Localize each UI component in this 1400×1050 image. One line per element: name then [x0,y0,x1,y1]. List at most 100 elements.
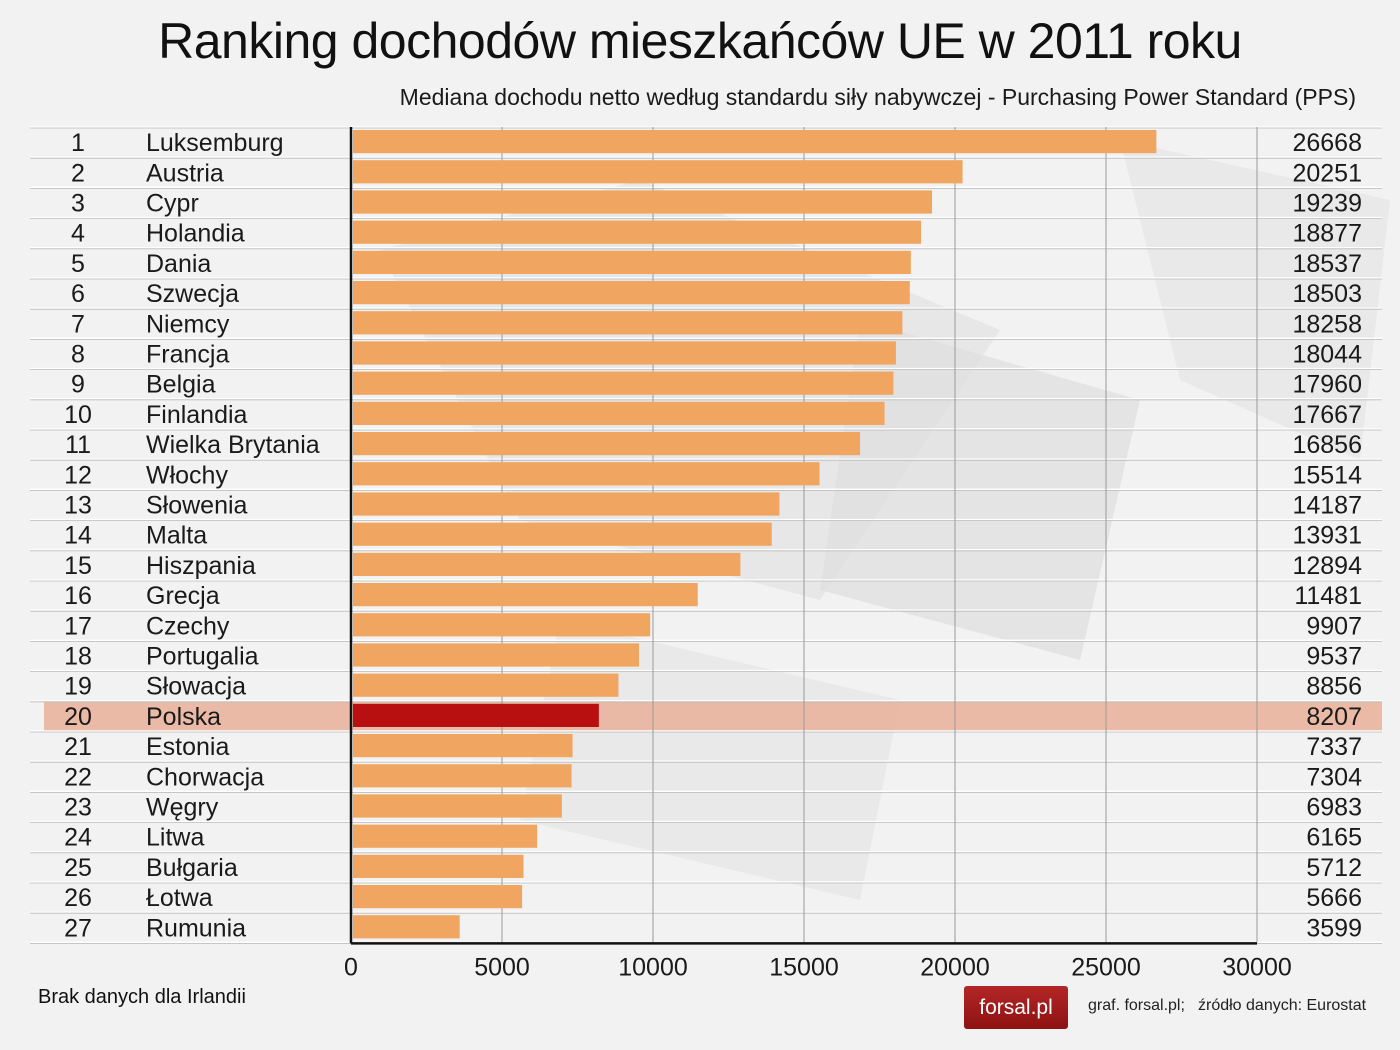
bar-austria [353,160,963,184]
rank-label: 21 [64,733,92,761]
bar-czechy [353,613,651,637]
rank-label: 24 [64,824,92,852]
rank-label: 15 [64,552,92,580]
rank-label: 14 [64,522,92,550]
value-label: 3599 [1306,914,1362,942]
x-tick-label: 20000 [920,953,990,981]
bar-luksemburg [353,130,1157,154]
rank-label: 22 [64,763,92,791]
value-label: 9907 [1306,612,1362,640]
value-label: 16856 [1292,431,1362,459]
country-label: Francja [146,341,229,369]
country-label: Bułgaria [146,854,238,882]
bar-włochy [353,462,820,486]
country-label: Szwecja [146,280,239,308]
bar-francja [353,341,896,365]
rank-label: 7 [71,310,85,338]
rank-label: 27 [64,914,92,942]
rank-label: 8 [71,341,85,369]
value-label: 18503 [1292,280,1362,308]
rank-label: 10 [64,401,92,429]
value-label: 8856 [1306,673,1362,701]
rank-label: 5 [71,250,85,278]
value-label: 18537 [1292,250,1362,278]
graphic-credit: graf. forsal.pl; [1088,997,1185,1014]
country-label: Belgia [146,371,216,399]
country-label: Luksemburg [146,129,284,157]
x-tick-label: 25000 [1071,953,1141,981]
country-label: Litwa [146,824,204,852]
bar-słowacja [353,673,619,697]
x-tick-label: 5000 [474,953,530,981]
value-label: 11481 [1294,582,1362,610]
page-subtitle: Mediana dochodu netto według standardu s… [399,84,1356,110]
country-label: Holandia [146,220,245,248]
country-label: Węgry [146,794,219,822]
bar-rumunia [353,915,460,939]
bar-malta [353,522,772,546]
bar-łotwa [353,885,523,909]
rank-label: 13 [64,492,92,520]
bar-polska [353,703,599,727]
value-label: 14187 [1292,492,1362,520]
country-label: Rumunia [146,914,246,942]
rank-label: 3 [71,190,85,218]
country-label: Włochy [146,461,228,489]
bar-węgry [353,794,562,818]
rank-label: 23 [64,794,92,822]
country-label: Estonia [146,733,229,761]
bar-słowenia [353,492,780,516]
country-label: Dania [146,250,211,278]
country-label: Chorwacja [146,763,264,791]
bar-chorwacja [353,764,572,788]
missing-data-note: Brak danych dla Irlandii [38,986,246,1008]
value-label: 18258 [1292,310,1362,338]
country-label: Niemcy [146,310,230,338]
rank-label: 18 [64,643,92,671]
rank-label: 9 [71,371,85,399]
value-label: 6983 [1306,794,1362,822]
value-label: 17667 [1292,401,1362,429]
country-label: Słowacja [146,673,246,701]
x-tick-label: 30000 [1222,953,1292,981]
value-label: 8207 [1306,703,1362,731]
country-label: Finlandia [146,401,248,429]
value-label: 20251 [1292,159,1362,187]
rank-label: 17 [64,612,92,640]
rank-label: 4 [71,220,85,248]
country-label: Malta [146,522,207,550]
country-label: Czechy [146,612,230,640]
bar-belgia [353,371,894,395]
highlight-row-band [44,701,1382,731]
value-label: 17960 [1292,371,1362,399]
rank-label: 16 [64,582,92,610]
country-label: Polska [146,703,221,731]
x-tick-label: 10000 [618,953,688,981]
bar-estonia [353,734,573,758]
country-label: Łotwa [146,884,213,912]
value-label: 5666 [1306,884,1362,912]
bar-cypr [353,190,933,214]
country-label: Portugalia [146,643,259,671]
country-label: Słowenia [146,492,248,520]
x-tick-label: 0 [344,953,358,981]
bar-grecja [353,583,698,607]
forsal-logo: forsal.pl [964,986,1068,1029]
bar-wielka-brytania [353,432,861,456]
rank-label: 12 [64,461,92,489]
bar-hiszpania [353,552,741,576]
rank-label: 6 [71,280,85,308]
value-label: 7337 [1306,733,1362,761]
page-title: Ranking dochodów mieszkańców UE w 2011 r… [158,13,1242,69]
x-tick-label: 15000 [769,953,839,981]
bar-finlandia [353,401,885,425]
bar-bułgaria [353,854,524,878]
rank-label: 26 [64,884,92,912]
rank-label: 1 [71,129,85,157]
country-label: Hiszpania [146,552,256,580]
value-label: 9537 [1306,643,1362,671]
value-label: 7304 [1306,763,1362,791]
rank-label: 19 [64,673,92,701]
rank-label: 2 [71,159,85,187]
